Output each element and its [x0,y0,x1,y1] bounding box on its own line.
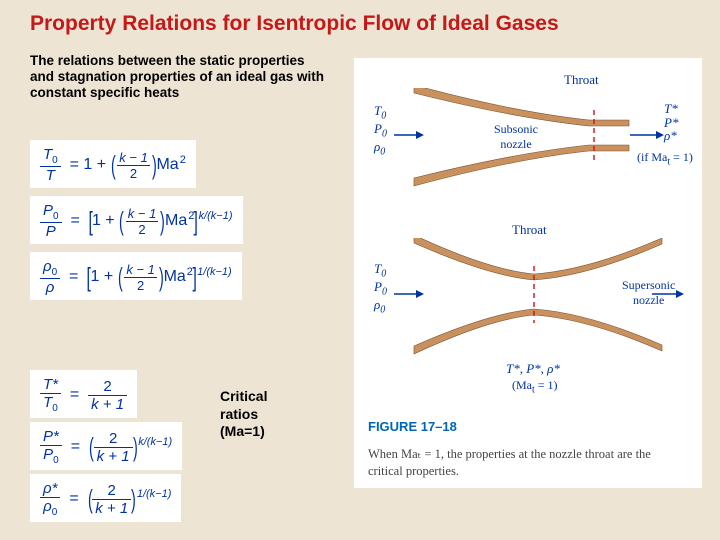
critical-ratios-label: Critical ratios (Ma=1) [220,388,267,441]
intro-text: The relations between the static propert… [30,53,330,102]
subsonic-label: Subsonic nozzle [494,122,538,152]
eq-rhostar: ρ*ρ0 = (2k + 1)1/(k−1) [30,474,181,522]
eq-temp-ratio: T0T = 1 + (k − 12)Ma2 [30,140,196,188]
outlet-star-vars-1: T*P*ρ* [664,102,678,143]
bottom-ma: (Mat = 1) [512,378,558,395]
bottom-star-vars: T*, P*, ρ* [506,362,560,376]
page-title: Property Relations for Isentropic Flow o… [0,0,720,36]
eq-pstar: P*P0 = (2k + 1)k/(k−1) [30,422,182,470]
cond-1: (if Mat = 1) [637,150,693,167]
stagnation-equations: T0T = 1 + (k − 12)Ma2 P0P = [1 + (k − 12… [30,140,243,300]
critical-ratio-equations: T*T0 = 2k + 1 P*P0 = (2k + 1)k/(k−1) ρ*ρ… [30,370,182,522]
throat-label-2: Throat [512,222,547,238]
figure-number: FIGURE 17–18 [368,419,457,434]
throat-label-1: Throat [564,72,599,88]
eq-tstar: T*T0 = 2k + 1 [30,370,137,418]
supersonic-label: Supersonic nozzle [622,278,675,308]
inlet-vars-1: T0 P0 ρ0 [374,104,387,158]
inlet-vars-2: T0 P0 ρ0 [374,262,387,316]
eq-pressure-ratio: P0P = [1 + (k − 12)Ma2]k/(k−1) [30,196,243,244]
eq-density-ratio: ρ0ρ = [1 + (k − 12)Ma2]1/(k−1) [30,252,242,300]
figure-17-18: Throat T0 P0 ρ0 Subsonic nozzle T*P*ρ* (… [354,58,702,488]
figure-caption: When Maₜ = 1, the properties at the nozz… [368,446,688,480]
